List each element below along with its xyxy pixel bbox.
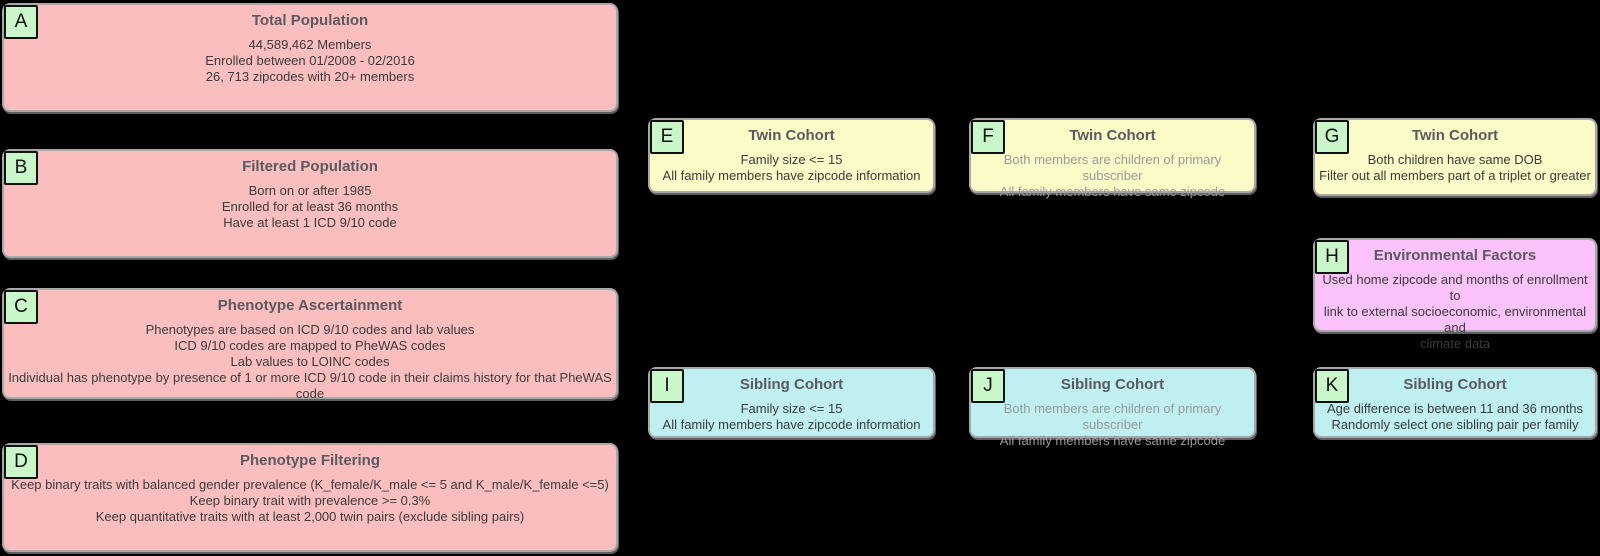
node-body-line: Enrolled for at least 36 months — [221, 199, 399, 214]
node-title: Sibling Cohort — [1403, 376, 1507, 393]
node-body-line: All family members have same zipcode — [999, 433, 1226, 448]
node-body-line: Lab values to LOINC codes — [230, 354, 390, 369]
node-body-line: Keep binary traits with balanced gender … — [11, 477, 609, 492]
node-F: F Twin Cohort Both members are children of… — [969, 118, 1256, 199]
node-body-line: Age difference is between 11 and 36 mont… — [1326, 401, 1584, 416]
node-badge-B: B — [4, 151, 38, 185]
node-body-line: climate data — [1419, 336, 1491, 351]
node-body-line: All family members have same zipcode — [999, 184, 1226, 199]
node-badge-E: E — [650, 120, 684, 154]
node-body-line: Individual has phenotype by presence of … — [8, 370, 612, 401]
node-badge-D: D — [4, 445, 38, 479]
node-badge-H: H — [1315, 240, 1349, 274]
node-E: E Twin Cohort Family size <= 15 All family … — [648, 118, 935, 193]
node-title: Twin Cohort — [1069, 127, 1156, 144]
node-title: Environmental Factors — [1373, 247, 1537, 264]
node-A: A Total Population 44,589,462 Members Enrol… — [2, 3, 618, 112]
node-body-line: All family members have zipcode informat… — [662, 417, 921, 432]
node-I: I Sibling Cohort Family size <= 15 All fami… — [648, 367, 935, 438]
node-G: G Twin Cohort Both children have same DOB F… — [1313, 118, 1597, 196]
node-body-line: Both members are children of primary sub… — [1003, 401, 1222, 432]
node-title: Filtered Population — [242, 158, 378, 175]
node-body-line: 26, 713 zipcodes with 20+ members — [205, 69, 415, 84]
node-badge-F: F — [971, 120, 1005, 154]
node-B: B Filtered Population Born on or after 198… — [2, 149, 618, 258]
node-body-line: Have at least 1 ICD 9/10 code — [223, 215, 397, 230]
node-body-line: Keep binary trait with prevalence >= 0.3… — [189, 493, 431, 508]
node-title: Phenotype Filtering — [239, 452, 380, 469]
node-body-line: Born on or after 1985 — [248, 183, 372, 198]
node-body-line: Enrolled between 01/2008 - 02/2016 — [205, 53, 415, 68]
node-body-line: link to external socioeconomic, environm… — [1323, 304, 1587, 335]
node-body-line: Filter out all members part of a triplet… — [1319, 168, 1591, 183]
node-body-line: Family size <= 15 — [740, 152, 843, 167]
node-body-line: Phenotypes are based on ICD 9/10 codes a… — [145, 322, 475, 337]
node-title: Total Population — [251, 12, 369, 29]
node-D: D Phenotype Filtering Keep binary traits w… — [2, 443, 618, 552]
node-title: Phenotype Ascertainment — [217, 297, 403, 314]
node-badge-J: J — [971, 369, 1005, 403]
node-body-line: Both children have same DOB — [1367, 152, 1543, 167]
node-J: J Sibling Cohort Both members are children… — [969, 367, 1256, 448]
node-body-line: Randomly select one sibling pair per fam… — [1331, 417, 1579, 432]
node-body-line: ICD 9/10 codes are mapped to PheWAS code… — [174, 338, 446, 353]
node-body-line: Both members are children of primary sub… — [1003, 152, 1222, 183]
node-body-line: Used home zipcode and months of enrollme… — [1322, 272, 1588, 303]
node-body-line: 44,589,462 Members — [248, 37, 372, 52]
node-badge-C: C — [4, 290, 38, 324]
node-title: Twin Cohort — [1411, 127, 1499, 144]
node-badge-G: G — [1315, 120, 1349, 154]
node-C: C Phenotype Ascertainment Phenotypes are b… — [2, 288, 618, 401]
node-badge-I: I — [650, 369, 684, 403]
node-title: Sibling Cohort — [739, 376, 844, 393]
node-title: Sibling Cohort — [1060, 376, 1165, 393]
node-K: K Sibling Cohort Age difference is between… — [1313, 367, 1597, 438]
node-badge-A: A — [4, 5, 38, 39]
node-title: Twin Cohort — [748, 127, 835, 144]
node-body-line: Keep quantitative traits with at least 2… — [95, 509, 525, 524]
node-H: H Environmental Factors Used home zipcode … — [1313, 238, 1597, 351]
node-badge-K: K — [1315, 369, 1349, 403]
node-body-line: Family size <= 15 — [740, 401, 843, 416]
node-body-line: All family members have zipcode informat… — [662, 168, 921, 183]
